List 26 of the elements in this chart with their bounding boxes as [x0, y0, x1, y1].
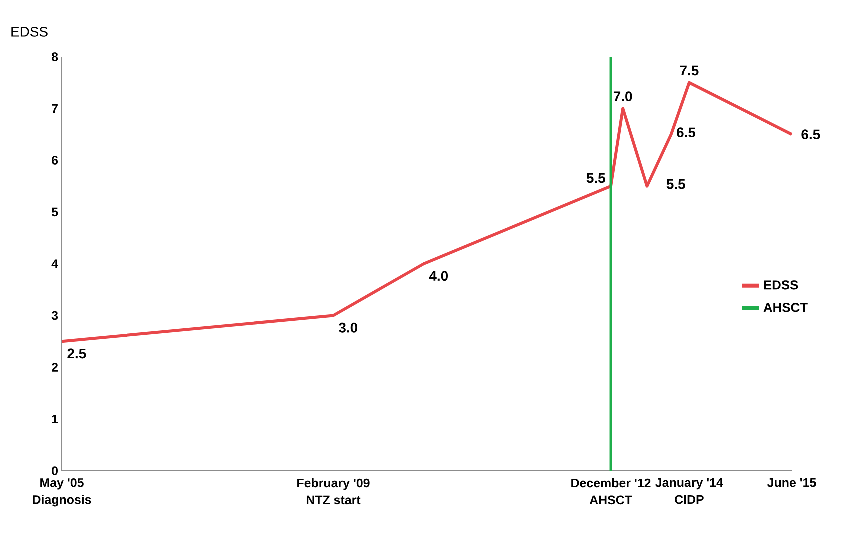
legend-label: AHSCT [764, 303, 808, 312]
y-tick-label: 2 [52, 363, 58, 372]
data-label: 6.5 [677, 128, 696, 138]
y-tick-label: 3 [52, 311, 58, 320]
x-tick-label: June '15 [768, 478, 816, 488]
y-axis-title: EDSS [12, 27, 48, 37]
y-tick-label: 5 [52, 208, 58, 217]
x-tick-label: December '12 AHSCT [572, 478, 651, 505]
data-label: 7.0 [614, 92, 632, 102]
data-label: 3.0 [339, 322, 358, 333]
y-tick-label: 0 [52, 466, 58, 476]
data-label: 2.5 [68, 348, 86, 359]
y-tick-label: 8 [52, 52, 58, 62]
x-tick-label: May '05 Diagnosis [33, 478, 92, 507]
y-tick-label: 1 [52, 414, 58, 424]
data-label: 7.5 [680, 66, 699, 76]
x-tick-label: January '14 CIDP [656, 478, 724, 504]
data-label: 6.5 [802, 130, 820, 140]
legend-label: EDSS [764, 280, 798, 290]
y-tick-label: 4 [52, 260, 58, 268]
y-tick-label: 6 [52, 156, 58, 165]
x-tick-label: February '09 NTZ start [298, 478, 370, 505]
data-label: 5.5 [666, 179, 686, 190]
data-label: 5.5 [586, 173, 606, 184]
data-label: 4.0 [429, 271, 448, 282]
y-tick-label: 7 [52, 104, 58, 114]
